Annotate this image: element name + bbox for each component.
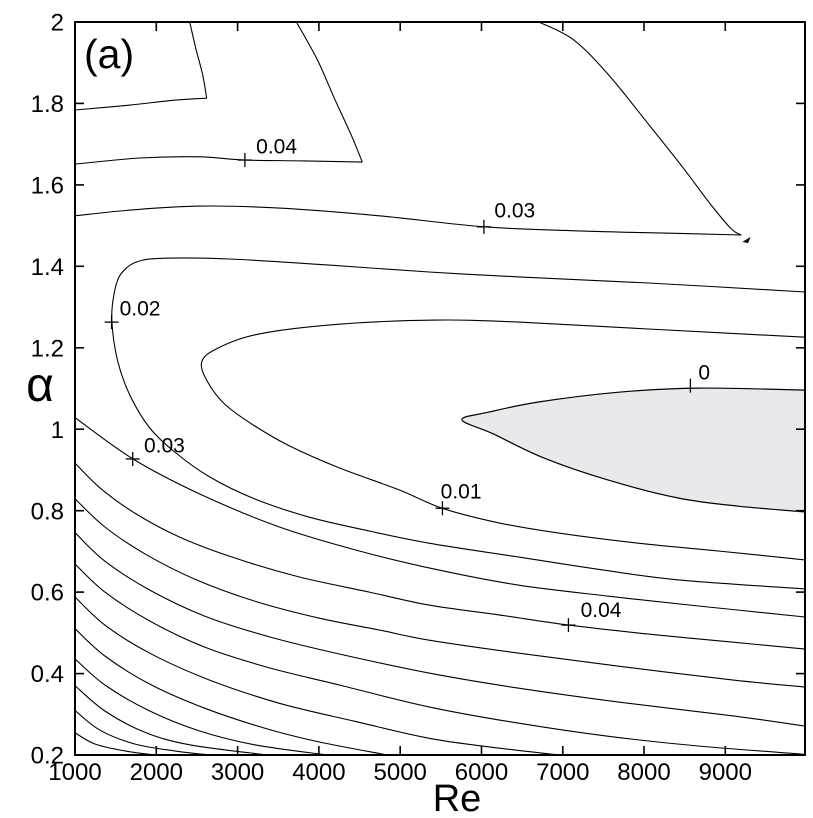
contour-line-c008-lower xyxy=(75,596,559,755)
contour-labels-group: 0.04 0.03 0.02 0.03 0.01 0.04 0 xyxy=(104,135,710,633)
y-tick-label: 1.8 xyxy=(31,91,64,118)
contour-label: 0.01 xyxy=(441,481,482,504)
y-tick-label: 1.4 xyxy=(31,254,64,281)
shaded-region-group xyxy=(461,387,805,513)
contour-line-c001-hairpin xyxy=(200,319,805,561)
contour-lines-group xyxy=(75,22,805,755)
y-tick-label: 1 xyxy=(51,417,64,444)
panel-label: (a) xyxy=(84,31,134,77)
y-axis-label: α xyxy=(26,359,54,412)
contour-line-c002-hairpin xyxy=(111,257,805,590)
contour-label: 0.04 xyxy=(256,135,297,158)
x-axis-label: Re xyxy=(433,778,482,818)
contour-cusp-mark xyxy=(742,237,751,244)
contour-line-c004-upper-flat xyxy=(75,156,363,165)
x-tick-label: 9000 xyxy=(699,759,752,786)
y-tick-label: 1.6 xyxy=(31,173,64,200)
contour-label: 0.03 xyxy=(494,200,535,223)
x-tick-label: 8000 xyxy=(617,759,670,786)
y-tick-label: 0.8 xyxy=(31,498,64,525)
contour-line-c005-upper-flat xyxy=(75,97,207,111)
x-tick-label: 7000 xyxy=(536,759,589,786)
neutral-region xyxy=(461,387,805,513)
contour-line-c003-lower xyxy=(75,416,805,618)
y-tick-label: 0.4 xyxy=(31,661,64,688)
contour-line-c005-upper-steep xyxy=(189,22,208,99)
contour-label: 0.03 xyxy=(144,435,185,458)
contour-label: 0 xyxy=(698,361,710,384)
y-tick-label: 1.2 xyxy=(31,335,64,362)
contour-label: 0.02 xyxy=(120,297,161,320)
contour-line-c012-lower xyxy=(75,709,210,755)
y-tick-label: 2 xyxy=(51,10,64,37)
axis-frame-group xyxy=(74,21,806,756)
contour-line-c003-upper-flat xyxy=(75,205,742,236)
x-tick-label: 1000 xyxy=(48,759,101,786)
y-tick-label: 0.2 xyxy=(31,743,64,770)
contour-label: 0.04 xyxy=(581,599,622,622)
x-tick-label: 3000 xyxy=(211,759,264,786)
tick-labels-group: 1000 2000 3000 4000 5000 6000 7000 8000 9000 2 1.8… xyxy=(31,10,752,786)
x-tick-label: 2000 xyxy=(130,759,183,786)
contour-line-c010-lower xyxy=(75,658,328,755)
x-tick-label: 6000 xyxy=(455,759,508,786)
x-tick-label: 4000 xyxy=(292,759,345,786)
y-tick-label: 0.6 xyxy=(31,580,64,607)
contour-line-c004-lower xyxy=(75,462,805,650)
contour-line-c007-lower xyxy=(75,563,804,755)
x-tick-label: 5000 xyxy=(374,759,427,786)
contour-line-c009-lower xyxy=(75,627,388,755)
contour-line-c006-lower xyxy=(75,531,805,727)
contour-line-c013-lower xyxy=(75,732,155,755)
contour-line-c003-upper-steep xyxy=(538,22,742,236)
plot-box xyxy=(74,21,806,756)
contour-line-c004-upper-steep xyxy=(295,22,363,163)
contour-line-c011-lower xyxy=(75,684,268,755)
contour-line-c005-lower xyxy=(75,498,805,688)
